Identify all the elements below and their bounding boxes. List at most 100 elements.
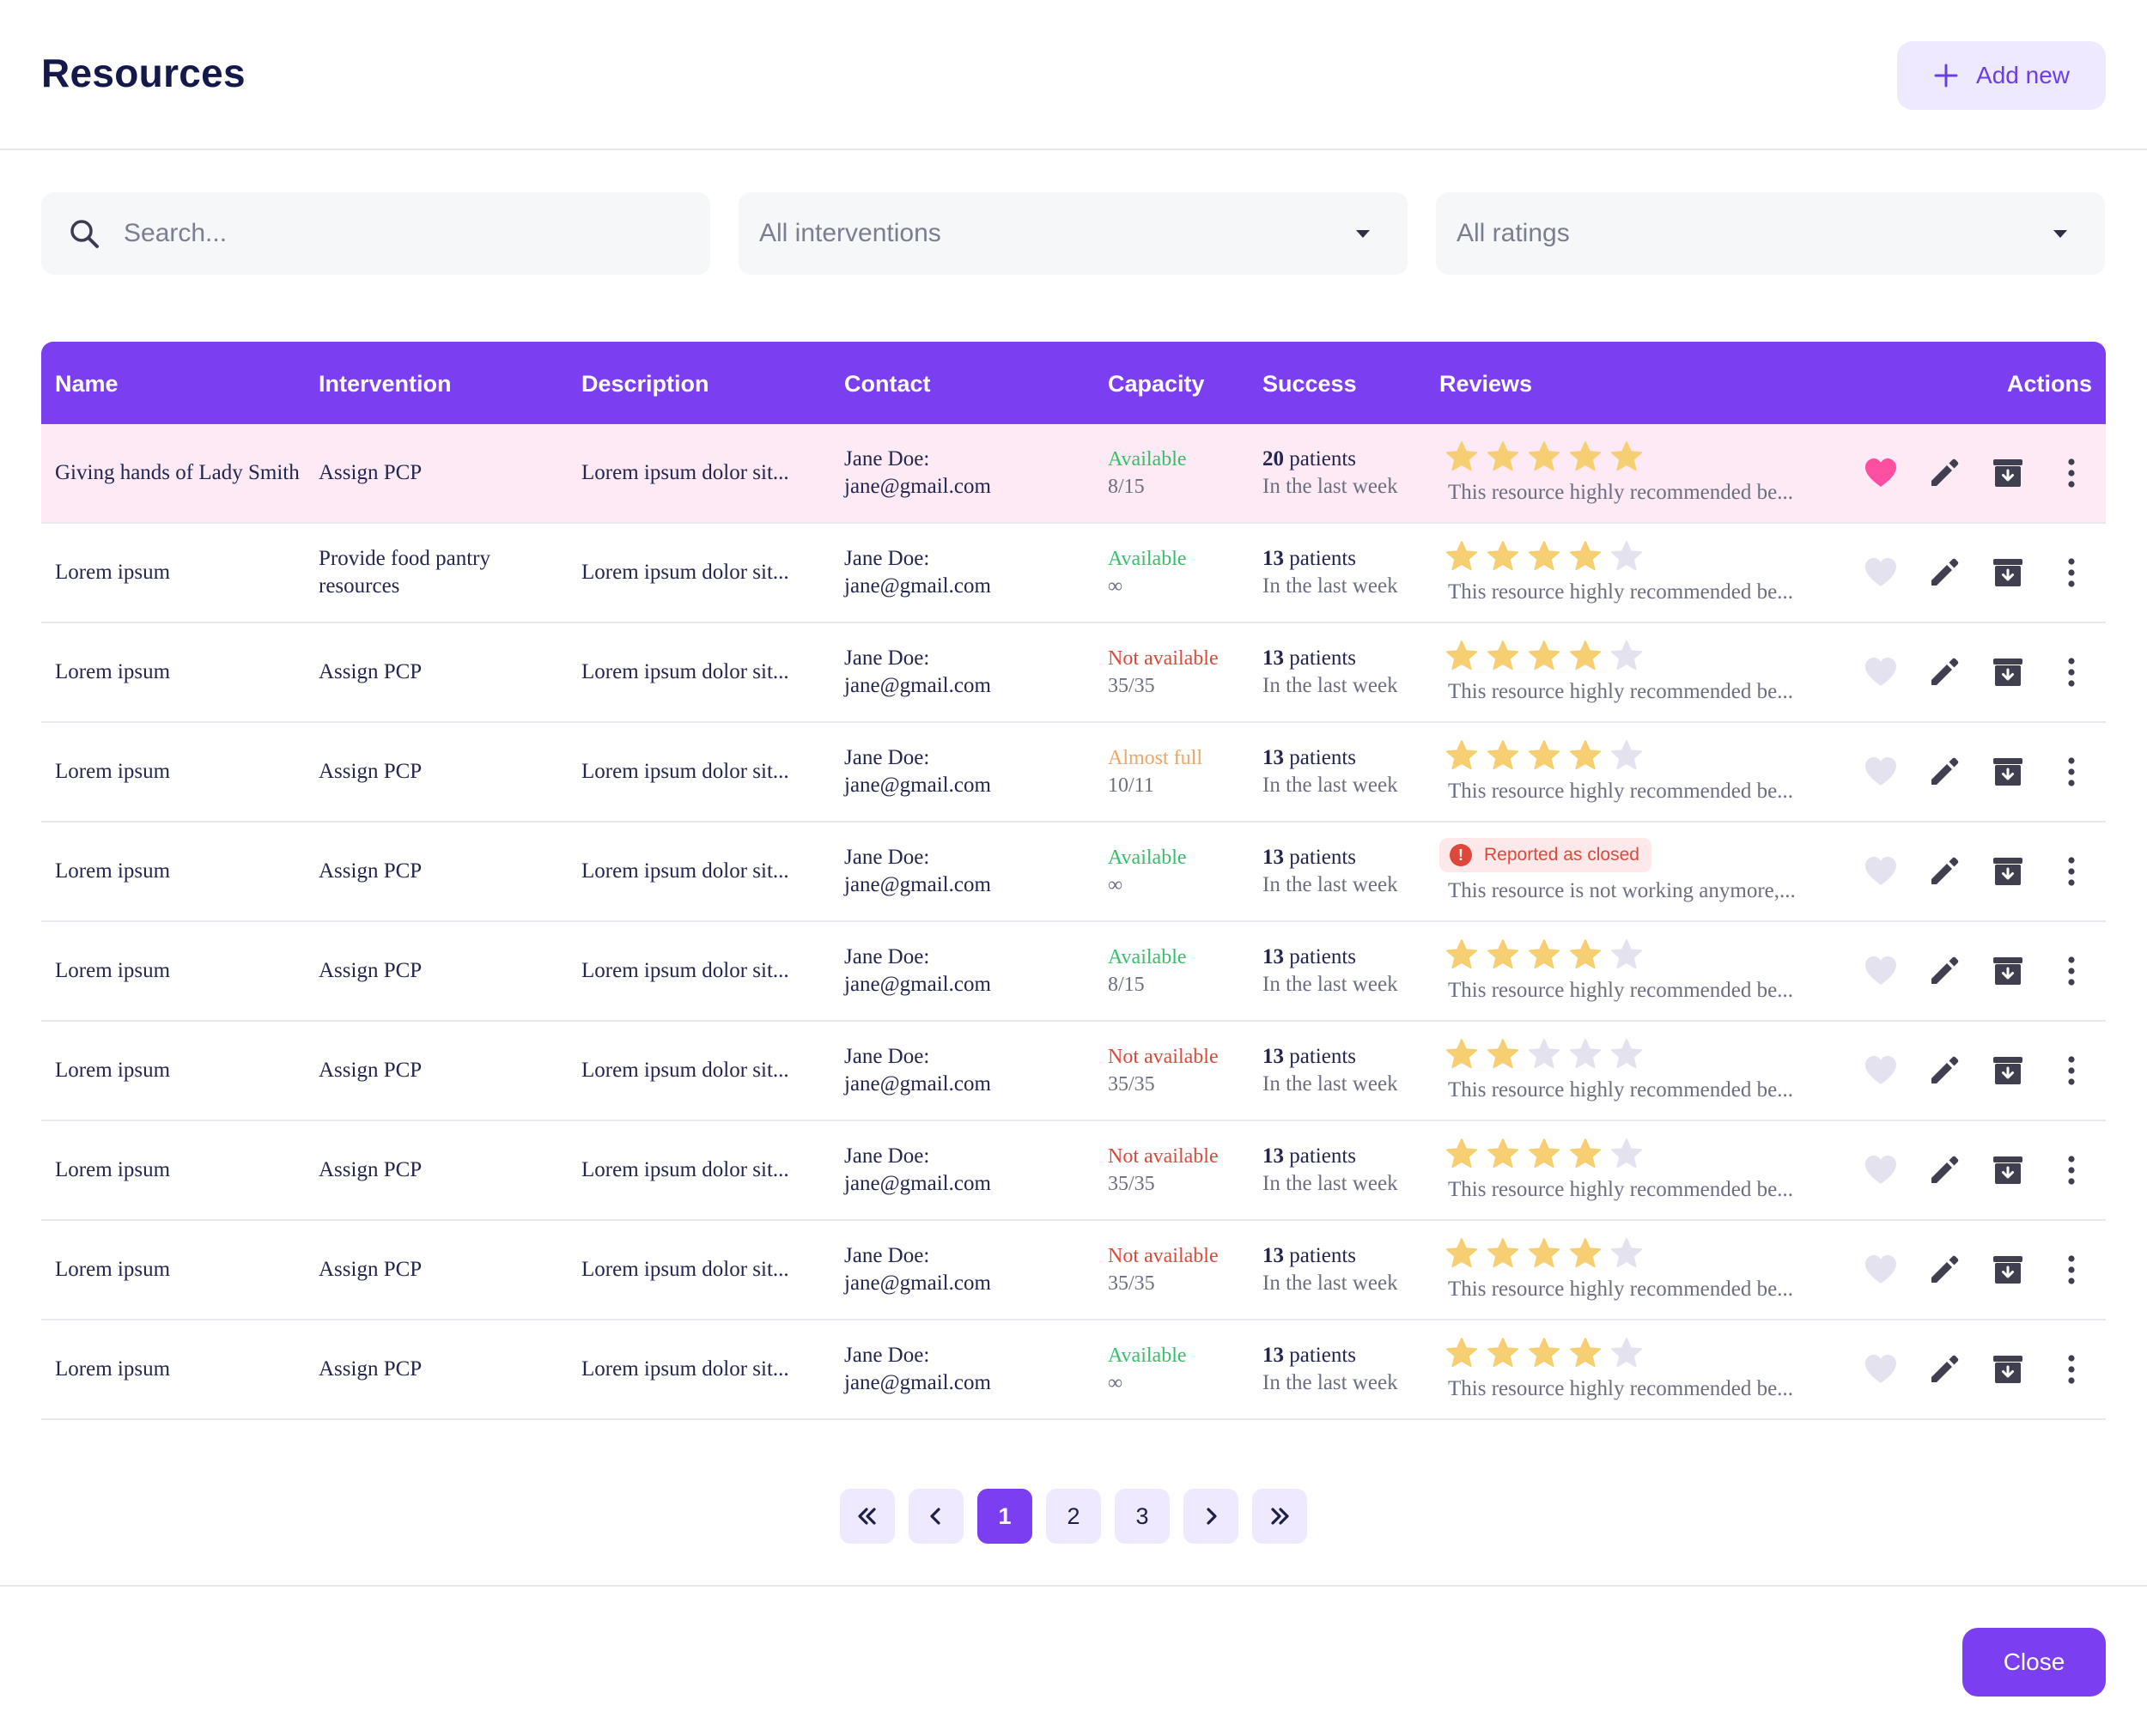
resource-intervention: Assign PCP: [319, 1357, 423, 1381]
more-options-button[interactable]: [2046, 524, 2097, 622]
edit-button[interactable]: [1919, 723, 1970, 821]
capacity-status: Available: [1108, 1344, 1187, 1367]
contact-email[interactable]: jane@gmail.com: [844, 674, 991, 697]
edit-button[interactable]: [1919, 1121, 1970, 1219]
edit-button[interactable]: [1919, 1320, 1970, 1418]
archive-button[interactable]: [1982, 424, 2034, 522]
archive-button[interactable]: [1982, 623, 2034, 721]
last-page-button[interactable]: [1252, 1489, 1307, 1544]
search-input[interactable]: [124, 219, 673, 248]
contact-email[interactable]: jane@gmail.com: [844, 873, 991, 896]
ratings-dropdown[interactable]: All ratings: [1436, 192, 2105, 275]
favorite-button[interactable]: [1855, 723, 1907, 821]
more-options-button[interactable]: [2046, 723, 2097, 821]
column-header-reviews[interactable]: Reviews: [1439, 371, 1533, 397]
contact-email[interactable]: jane@gmail.com: [844, 973, 991, 996]
table-row[interactable]: Lorem ipsum Assign PCP Lorem ipsum dolor…: [41, 1121, 2106, 1221]
more-options-button[interactable]: [2046, 1121, 2097, 1219]
resource-intervention: Assign PCP: [319, 1258, 423, 1281]
resource-name: Lorem ipsum: [55, 1059, 171, 1082]
table-row[interactable]: Lorem ipsum Assign PCP Lorem ipsum dolor…: [41, 1221, 2106, 1320]
contact-email[interactable]: jane@gmail.com: [844, 1272, 991, 1295]
archive-button[interactable]: [1982, 1121, 2034, 1219]
table-row[interactable]: Lorem ipsum Assign PCP Lorem ipsum dolor…: [41, 1320, 2106, 1420]
resource-capacity: Not available 35/35: [1108, 1022, 1258, 1120]
favorite-button[interactable]: [1855, 623, 1907, 721]
star-icon: [1487, 541, 1518, 571]
table-row[interactable]: Lorem ipsum Assign PCP Lorem ipsum dolor…: [41, 822, 2106, 922]
close-button[interactable]: Close: [1962, 1628, 2106, 1697]
resource-reviews: This resource highly recommended be...: [1439, 1022, 1886, 1120]
favorite-button[interactable]: [1855, 822, 1907, 920]
more-options-button[interactable]: [2046, 1320, 2097, 1418]
previous-page-button[interactable]: [909, 1489, 964, 1544]
archive-button[interactable]: [1982, 1221, 2034, 1319]
column-header-intervention[interactable]: Intervention: [319, 371, 452, 397]
archive-button[interactable]: [1982, 1022, 2034, 1120]
modal-header: Resources Add new: [0, 0, 2147, 150]
column-header-success[interactable]: Success: [1262, 371, 1357, 397]
table-row[interactable]: Lorem ipsum Assign PCP Lorem ipsum dolor…: [41, 1022, 2106, 1121]
more-options-button[interactable]: [2046, 1022, 2097, 1120]
first-page-button[interactable]: [840, 1489, 895, 1544]
edit-button[interactable]: [1919, 524, 1970, 622]
column-header-description[interactable]: Description: [581, 371, 709, 397]
table-row[interactable]: Giving hands of Lady Smith Assign PCP Lo…: [41, 424, 2106, 524]
favorite-button[interactable]: [1855, 524, 1907, 622]
more-options-button[interactable]: [2046, 1221, 2097, 1319]
add-new-button[interactable]: Add new: [1897, 41, 2106, 110]
archive-button[interactable]: [1982, 524, 2034, 622]
more-options-button[interactable]: [2046, 424, 2097, 522]
capacity-value: ∞: [1108, 874, 1123, 896]
favorite-button[interactable]: [1855, 1221, 1907, 1319]
archive-icon: [1993, 659, 2022, 686]
table-row[interactable]: Lorem ipsum Assign PCP Lorem ipsum dolor…: [41, 723, 2106, 822]
column-header-name[interactable]: Name: [55, 371, 119, 397]
archive-button[interactable]: [1982, 1320, 2034, 1418]
star-icon: [1611, 1039, 1642, 1069]
resource-contact: Jane Doe: jane@gmail.com: [844, 1320, 1093, 1418]
favorite-button[interactable]: [1855, 1121, 1907, 1219]
resource-name: Lorem ipsum: [55, 1258, 171, 1281]
favorite-button[interactable]: [1855, 424, 1907, 522]
more-options-button[interactable]: [2046, 822, 2097, 920]
favorite-button[interactable]: [1855, 1320, 1907, 1418]
contact-email[interactable]: jane@gmail.com: [844, 774, 991, 797]
contact-email[interactable]: jane@gmail.com: [844, 574, 991, 598]
more-options-button[interactable]: [2046, 922, 2097, 1020]
archive-button[interactable]: [1982, 922, 2034, 1020]
more-options-button[interactable]: [2046, 623, 2097, 721]
edit-button[interactable]: [1919, 922, 1970, 1020]
archive-button[interactable]: [1982, 822, 2034, 920]
review-snippet: This resource highly recommended be...: [1448, 780, 1793, 803]
archive-button[interactable]: [1982, 723, 2034, 821]
edit-button[interactable]: [1919, 1022, 1970, 1120]
capacity-value: ∞: [1108, 1372, 1123, 1394]
favorite-button[interactable]: [1855, 1022, 1907, 1120]
column-header-contact[interactable]: Contact: [844, 371, 931, 397]
archive-icon: [1993, 559, 2022, 586]
next-page-button[interactable]: [1183, 1489, 1238, 1544]
contact-email[interactable]: jane@gmail.com: [844, 1172, 991, 1195]
review-snippet: This resource highly recommended be...: [1448, 979, 1793, 1002]
contact-email[interactable]: jane@gmail.com: [844, 1072, 991, 1096]
contact-email[interactable]: jane@gmail.com: [844, 475, 991, 498]
edit-button[interactable]: [1919, 1221, 1970, 1319]
favorite-button[interactable]: [1855, 922, 1907, 1020]
table-row[interactable]: Lorem ipsum Provide food pantry resource…: [41, 524, 2106, 623]
edit-button[interactable]: [1919, 822, 1970, 920]
table-row[interactable]: Lorem ipsum Assign PCP Lorem ipsum dolor…: [41, 922, 2106, 1022]
edit-button[interactable]: [1919, 424, 1970, 522]
column-header-capacity[interactable]: Capacity: [1108, 371, 1205, 397]
edit-button[interactable]: [1919, 623, 1970, 721]
contact-email[interactable]: jane@gmail.com: [844, 1371, 991, 1394]
page-1-button[interactable]: 1: [977, 1489, 1032, 1544]
pencil-icon: [1931, 1156, 1959, 1183]
resource-contact: Jane Doe: jane@gmail.com: [844, 723, 1093, 821]
page-3-button[interactable]: 3: [1115, 1489, 1170, 1544]
interventions-dropdown[interactable]: All interventions: [739, 192, 1408, 275]
table-row[interactable]: Lorem ipsum Assign PCP Lorem ipsum dolor…: [41, 623, 2106, 723]
page-2-button[interactable]: 2: [1046, 1489, 1101, 1544]
star-icon: [1529, 1338, 1560, 1368]
search-box[interactable]: [41, 192, 710, 275]
